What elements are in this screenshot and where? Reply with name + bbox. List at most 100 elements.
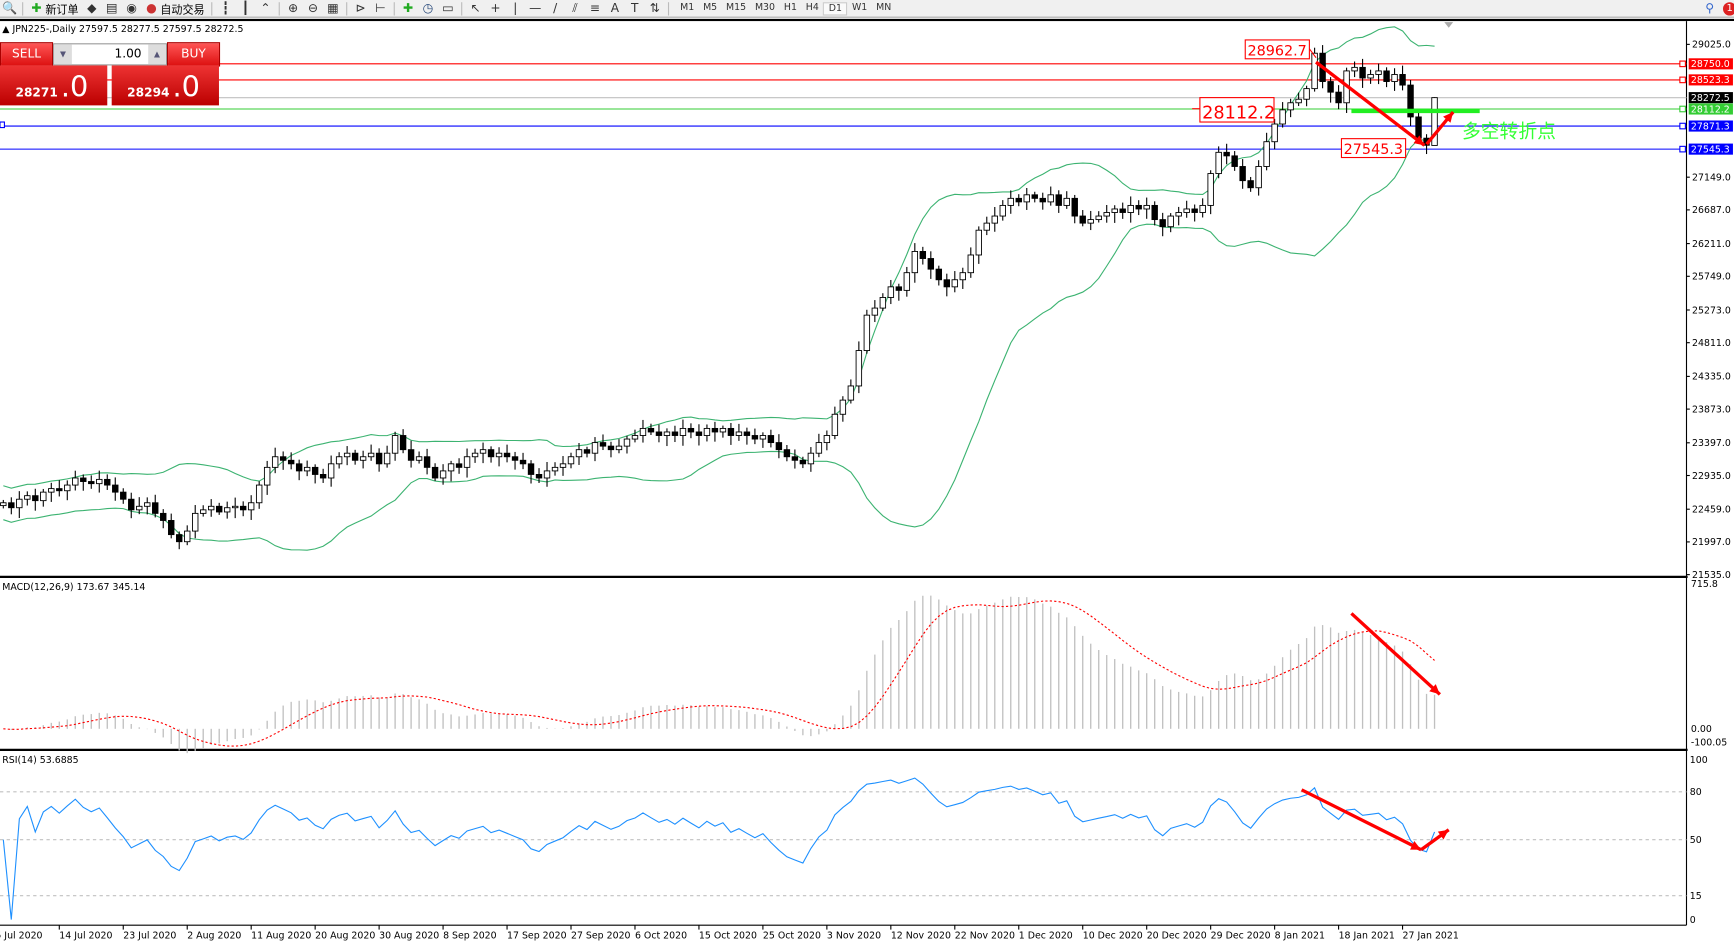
candle-body <box>711 427 719 433</box>
metaeditor-icon[interactable]: ◆ <box>87 0 97 15</box>
cursor-icon[interactable]: ↖ <box>470 0 481 15</box>
candle-body <box>511 456 519 461</box>
channel-icon[interactable]: ⫽ <box>572 0 578 15</box>
terminal-icon[interactable]: ▤ <box>105 0 118 15</box>
date-label: 6 Oct 2020 <box>635 930 687 941</box>
high-price-label: 28962.7 <box>1247 43 1306 59</box>
candle-body <box>527 463 535 475</box>
level-price-label: 28112.2 <box>1691 104 1730 115</box>
timeframe-m1[interactable]: M1 <box>680 1 695 13</box>
horizontal-line-icon[interactable]: — <box>529 0 542 15</box>
candlestick-icon[interactable]: ┃ <box>241 0 250 15</box>
candle-body <box>687 427 695 433</box>
timeframe-m30[interactable]: M30 <box>754 1 776 13</box>
buy-price[interactable]: 28294 .0 <box>111 65 219 106</box>
candle-body <box>1031 194 1038 199</box>
label-leader <box>1308 48 1317 59</box>
buy-price-main: 28294 <box>127 85 170 100</box>
level-handle <box>0 121 5 129</box>
zoom-out-icon[interactable]: ⊖ <box>307 0 319 15</box>
search-icon[interactable]: ⚲ <box>1705 0 1715 15</box>
candle-body <box>967 254 974 274</box>
candle-body <box>895 286 903 291</box>
bar-chart-icon[interactable]: ┇ <box>221 0 230 15</box>
date-label: 12 Nov 2020 <box>891 930 951 941</box>
lot-size-input[interactable]: ▼ 1.00 ▲ <box>53 43 167 66</box>
tile-windows-icon[interactable]: ▦ <box>327 0 339 15</box>
date-label: 3 Nov 2020 <box>827 930 881 941</box>
timeframe-h1[interactable]: H1 <box>783 1 797 13</box>
sell-price[interactable]: 28271 .0 <box>0 65 108 106</box>
zoom-icon[interactable]: 🔍 <box>2 0 18 15</box>
candle-body <box>1127 204 1134 213</box>
timeframe-h4[interactable]: H4 <box>805 1 819 13</box>
notification-badge[interactable]: 1 <box>1722 1 1734 15</box>
chart-title-text: JPN225-,Daily 27597.5 28277.5 27597.5 28… <box>12 24 244 36</box>
lot-value[interactable]: 1.00 <box>114 46 142 62</box>
candle-body <box>583 449 591 454</box>
level-price-tag <box>1688 92 1733 104</box>
candle-body <box>999 204 1006 217</box>
auto-scroll-icon[interactable]: ⊳ <box>355 0 366 15</box>
level-price-tag <box>1688 143 1733 155</box>
chart-shift-icon[interactable]: ⊢ <box>375 0 386 15</box>
timeframe-mn[interactable]: MN <box>876 1 892 13</box>
candle-body <box>279 456 287 461</box>
macd-down-arrow-head <box>1429 684 1440 695</box>
new-order-button[interactable]: ✚ 新订单 <box>30 1 79 17</box>
auto-trading-button[interactable]: ● 自动交易 <box>145 1 204 17</box>
candle-body <box>391 435 399 454</box>
price-tick-label: 21997.0 <box>1692 537 1731 548</box>
candle-body <box>367 452 375 458</box>
candle-body <box>1431 97 1438 146</box>
level-handle <box>1679 122 1686 130</box>
candle-body <box>647 427 655 433</box>
candle-body <box>943 279 951 288</box>
pivot-price-label: 28112.2 <box>1202 104 1275 124</box>
text-label-icon[interactable]: T <box>631 0 639 15</box>
level-price-tag <box>1688 74 1733 86</box>
candle-body <box>951 279 959 288</box>
candle-body <box>631 435 639 440</box>
candle-body <box>1071 197 1078 217</box>
candle-body <box>136 505 143 511</box>
date-label: 15 Oct 2020 <box>699 930 757 941</box>
price-tick-label: 26211.0 <box>1692 239 1731 250</box>
candle-body <box>1055 194 1062 206</box>
candle-body <box>719 427 727 433</box>
candle-body <box>1215 151 1222 175</box>
buy-button[interactable]: BUY <box>166 42 221 67</box>
lot-decrease-icon[interactable]: ▼ <box>54 44 72 65</box>
zoom-in-icon[interactable]: ⊕ <box>287 0 299 15</box>
fibonacci-icon[interactable]: ≡ <box>589 0 601 15</box>
candle-body <box>112 484 119 493</box>
templates-icon[interactable]: ▭ <box>442 0 454 15</box>
lot-increase-icon[interactable]: ▲ <box>148 44 166 65</box>
timeframe-m5[interactable]: M5 <box>703 1 718 13</box>
indicators-icon[interactable]: ✚ <box>402 0 414 15</box>
candle-body <box>192 512 199 532</box>
level-price-tag <box>1688 58 1733 70</box>
sell-button[interactable]: SELL <box>0 42 54 67</box>
crosshair-icon[interactable]: + <box>490 0 501 15</box>
candle-body <box>1191 208 1198 213</box>
date-label: 27 Jan 2021 <box>1403 930 1459 941</box>
date-label: 11 Aug 2020 <box>251 930 311 941</box>
candle-body <box>1303 88 1310 100</box>
candle-body <box>0 502 7 507</box>
candle-body <box>176 534 183 543</box>
timeframe-m15[interactable]: M15 <box>726 1 747 13</box>
timeframe-w1[interactable]: W1 <box>851 1 868 13</box>
periods-icon[interactable]: ◷ <box>422 0 434 15</box>
signals-icon[interactable]: ◉ <box>126 0 137 15</box>
text-icon[interactable]: A <box>610 0 620 15</box>
candle-body <box>679 427 687 436</box>
timeframe-d1[interactable]: D1 <box>823 1 848 15</box>
turning-point-text: 多空转折点 <box>1462 121 1556 143</box>
line-chart-icon[interactable]: ⌃ <box>260 0 271 15</box>
arrows-icon[interactable]: ⇅ <box>649 0 660 15</box>
vertical-line-icon[interactable]: | <box>513 0 518 15</box>
candle-body <box>495 452 503 458</box>
trendline-icon[interactable]: / <box>553 0 558 15</box>
